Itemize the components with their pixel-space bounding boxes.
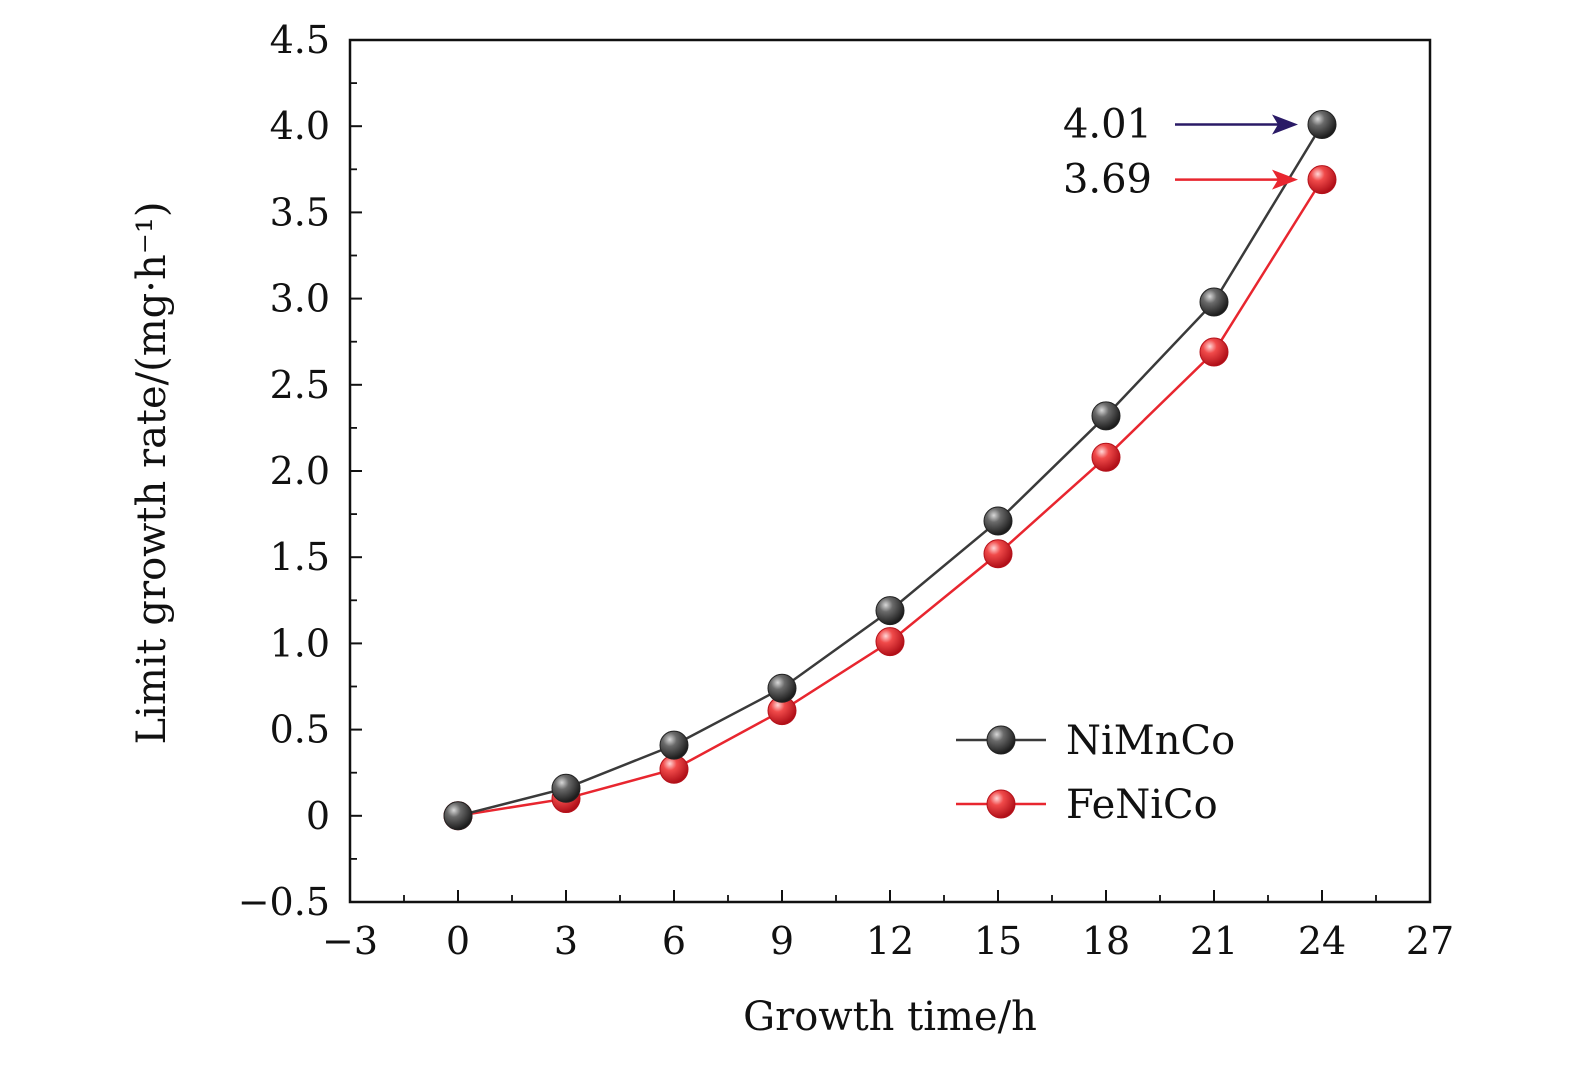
x-tick-label: 0 [446,919,470,963]
annotations: 4.01 3.69 [1063,101,1298,203]
data-point [983,506,1013,536]
x-tick-label: 27 [1406,919,1454,963]
x-tick-label: 21 [1190,919,1238,963]
legend-item-FeNiCo: FeNiCo [956,782,1218,828]
series-NiMnCo [443,109,1337,831]
y-tick-label: 2.5 [270,363,330,407]
x-axis-title: Growth time/h [743,994,1037,1040]
axes: −3 0 3 6 9 12 15 18 21 24 27 −0.5 0 0.5 1.0 1.5 2.0 2.5 3.… [129,18,1454,1040]
data-point [1199,287,1229,317]
plot-frame [348,38,1432,904]
x-tick-label: 24 [1298,919,1346,963]
x-tick-label: 18 [1082,919,1130,963]
legend-label: NiMnCo [1066,718,1235,764]
y-tick-label: 2.0 [270,449,330,493]
y-tick-label: 0 [306,794,330,838]
x-tick-label: 12 [866,919,914,963]
y-tick-label: 0.5 [270,708,330,752]
data-point [443,801,473,831]
annotation-label: 3.69 [1063,157,1152,203]
legend: NiMnCo FeNiCo [956,718,1235,828]
data-point [1199,337,1229,367]
data-point [1307,109,1337,139]
legend-label: FeNiCo [1066,782,1218,828]
y-tick-label: 1.0 [270,621,330,665]
x-tick-label: −3 [322,919,378,963]
data-point [551,773,581,803]
data-point [983,539,1013,569]
y-tick-label: 3.5 [270,190,330,234]
y-tick-label: 4.0 [270,104,330,148]
data-point [767,673,797,703]
data-point [1091,401,1121,431]
data-point [1091,442,1121,472]
y-tick-label: −0.5 [238,880,330,924]
x-tick-label: 15 [974,919,1022,963]
x-tick-label: 6 [662,919,686,963]
data-point [875,596,905,626]
data-point [659,730,689,760]
annotation-arrow-head [1272,114,1298,135]
series-line [457,123,1324,818]
legend-marker [986,725,1016,755]
data-point [1307,165,1337,195]
y-tick-label: 3.0 [270,277,330,321]
y-tick-label: 4.5 [270,18,330,62]
annotation-label: 4.01 [1063,101,1152,147]
y-tick-label: 1.5 [270,535,330,579]
legend-item-NiMnCo: NiMnCo [956,718,1235,764]
series-layer [443,109,1337,831]
x-tick-label: 3 [554,919,578,963]
annotation-arrow-head [1272,169,1298,190]
data-point [875,627,905,657]
legend-marker [986,789,1016,819]
y-axis-title: Limit growth rate/(mg·h⁻¹) [129,201,175,744]
x-tick-label: 9 [770,919,794,963]
